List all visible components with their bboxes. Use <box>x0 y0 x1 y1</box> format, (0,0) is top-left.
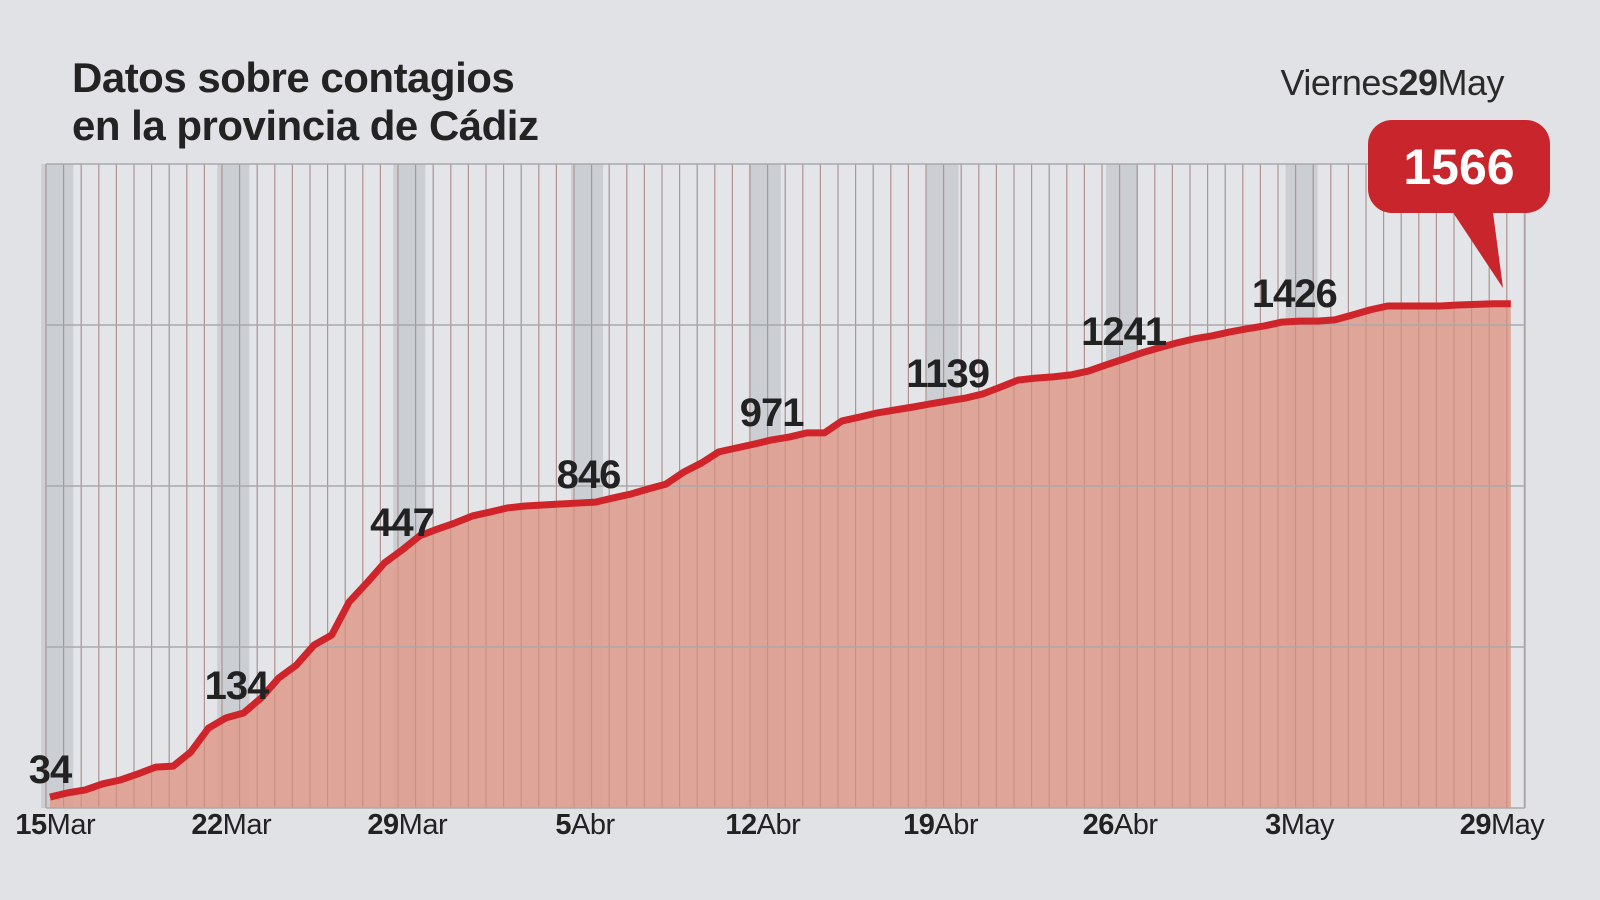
x-tick-day: 5 <box>555 809 571 841</box>
x-tick-day: 12 <box>725 809 756 841</box>
x-tick-label: 5Abr <box>555 809 615 841</box>
x-tick-label: 3May <box>1265 809 1335 841</box>
callout-value: 1566 <box>1403 139 1514 195</box>
x-tick-month: Abr <box>757 809 801 841</box>
date-label: Viernes29May <box>1280 62 1505 104</box>
callout-box <box>1368 120 1550 213</box>
x-tick-month: Abr <box>934 809 978 841</box>
x-tick-month: Abr <box>1114 809 1158 841</box>
x-tick-day: 19 <box>903 809 935 841</box>
x-tick-month: May <box>1491 809 1545 841</box>
date-day: 29 <box>1398 62 1438 103</box>
x-tick-month: Mar <box>399 809 448 841</box>
x-tick-label: 29Mar <box>367 809 448 841</box>
x-tick-day: 22 <box>191 809 222 841</box>
value-label: 134 <box>205 664 270 708</box>
x-tick-month: Mar <box>47 809 96 841</box>
x-tick-label: 19Abr <box>903 809 979 841</box>
value-label: 447 <box>370 501 434 545</box>
x-tick-label: 22Mar <box>191 809 272 841</box>
x-tick-label: 26Abr <box>1083 809 1159 841</box>
x-tick-day: 29 <box>1460 809 1492 841</box>
date-weekday: Viernes <box>1280 62 1399 103</box>
x-tick-month: May <box>1281 809 1335 841</box>
x-tick-day: 29 <box>367 809 399 841</box>
value-label: 846 <box>557 453 621 497</box>
callout-pointer <box>1448 205 1503 288</box>
value-label: 34 <box>29 748 73 792</box>
x-tick-label: 12Abr <box>725 809 801 841</box>
x-tick-day: 3 <box>1265 809 1281 841</box>
title-line-1: Datos sobre contagios <box>72 54 515 101</box>
x-tick-day: 15 <box>15 809 47 841</box>
x-tick-month: Mar <box>223 809 272 841</box>
chart-title: Datos sobre contagios en la provincia de… <box>72 54 539 150</box>
x-tick-month: Abr <box>571 809 615 841</box>
date-month: May <box>1437 62 1504 103</box>
x-tick-day: 26 <box>1083 809 1115 841</box>
title-line-2: en la provincia de Cádiz <box>72 102 539 149</box>
latest-value-callout: 1566 <box>1368 120 1550 288</box>
value-label: 1139 <box>906 352 989 396</box>
series-line <box>49 300 1511 801</box>
value-label: 971 <box>740 391 804 435</box>
x-tick-label: 15Mar <box>15 809 96 841</box>
x-tick-label: 29May <box>1460 809 1546 841</box>
value-label: 1241 <box>1081 310 1167 354</box>
value-label: 1426 <box>1252 272 1337 316</box>
